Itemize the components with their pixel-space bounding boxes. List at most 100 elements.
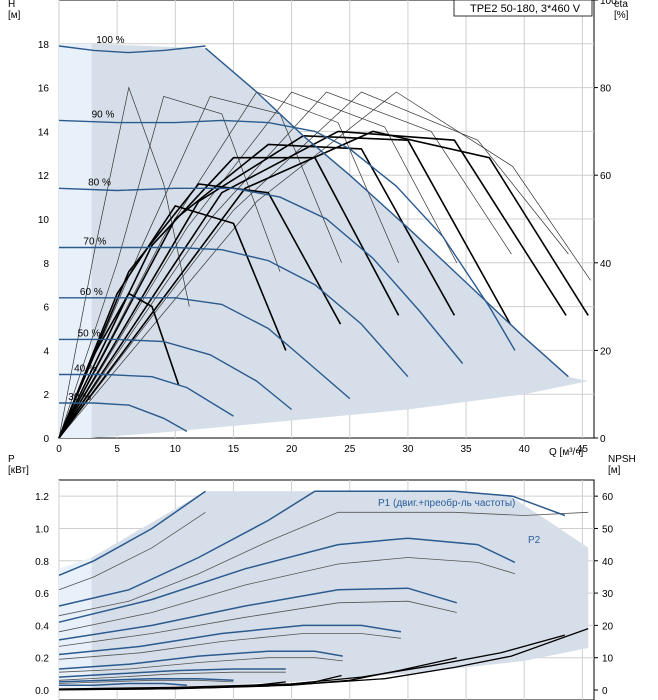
power-chart: 0.0 0.2 0.4 0.6 0.8 1.0 1.2 0 10 20 30 40 50 60 P [кВ…	[8, 454, 636, 700]
x-tick-label: 10	[170, 444, 182, 455]
max-speed-boundary	[205, 47, 569, 378]
speed-curve	[59, 246, 409, 378]
p-tick-label: 0.4	[35, 621, 49, 632]
npsh-tick-label: 10	[602, 654, 614, 665]
eta-curve	[58, 130, 589, 439]
x-tick-label: 0	[56, 444, 62, 455]
eta-curve-thin	[58, 91, 512, 439]
speed-label: 80 %	[88, 177, 111, 188]
p-tick-label: 1.2	[35, 492, 49, 503]
speed-label: 50 %	[78, 328, 101, 339]
p-y-label: P [кВт]	[8, 454, 29, 476]
npsh-curve	[58, 681, 286, 691]
p1-curve	[58, 587, 458, 641]
p2-curve	[58, 671, 286, 681]
p2-annotation: P2	[528, 535, 541, 546]
p2-curve	[58, 657, 343, 673]
p-tick-label: 0.2	[35, 654, 49, 665]
title-box	[453, 0, 593, 17]
y2-tick-label: 80	[600, 84, 612, 95]
y-tick-label: 6	[43, 303, 49, 314]
y-tick-label: 0	[43, 434, 49, 445]
speed-label: 90 %	[92, 109, 115, 120]
y2-tick-label: 60	[600, 171, 612, 182]
y2-tick-label: 0	[600, 434, 606, 445]
speed-label: 40 %	[74, 363, 97, 374]
eta-curve	[58, 183, 342, 439]
x-tick-label: 35	[461, 444, 473, 455]
y-tick-label: 10	[38, 215, 50, 226]
power-operating-area	[59, 491, 589, 690]
q-axis-label: Q [м³/ч]	[549, 447, 584, 458]
speed-labels: 100 % 90 % 80 % 70 % 60 % 50 % 40 % 30 %	[68, 35, 124, 403]
speed-label: 70 %	[83, 236, 106, 247]
y-tick-label: 4	[43, 346, 49, 357]
eta-curves	[58, 130, 589, 439]
eta-curve-thin	[58, 91, 569, 439]
eta-curve	[58, 204, 287, 439]
p2-curve	[58, 600, 457, 647]
eta-curve	[58, 156, 400, 439]
x-tick-label: 5	[114, 444, 120, 455]
chart-title: TPE2 50-180, 3*460 V	[470, 3, 581, 15]
speed-curve	[58, 119, 516, 351]
speed-curves	[58, 45, 569, 433]
eta-curve	[58, 130, 567, 439]
p1-curve	[58, 624, 402, 656]
y2-tick-labels: 0 20 40 60 80 100	[594, 0, 617, 445]
y-tick-label: 18	[38, 40, 50, 51]
x-tick-label: 20	[286, 444, 298, 455]
eta-y-label: eta [%]	[614, 0, 629, 21]
y-tick-label: 14	[38, 127, 50, 138]
x-tick-label: 40	[519, 444, 531, 455]
speed-curve	[58, 45, 206, 54]
speed-label: 100 %	[96, 35, 124, 46]
p-tick-label: 1.0	[35, 524, 49, 535]
y-tick-label: 8	[43, 259, 49, 270]
npsh-tick-labels: 0 10 20 30 40 50 60	[594, 492, 614, 697]
npsh-curve	[58, 634, 566, 690]
speed-label: 60 %	[80, 287, 103, 298]
x-tick-label: 25	[344, 444, 356, 455]
p2-curve	[58, 511, 206, 591]
p2-curve	[58, 557, 516, 633]
operating-area-left-band	[59, 557, 92, 690]
operating-area	[91, 43, 589, 439]
y-tick-labels: 0 2 4 6 8 10 12 14 16 18	[38, 40, 50, 445]
speed-curve	[58, 187, 464, 364]
npsh-y-label: NPSH [м]	[608, 454, 636, 476]
y2-tick-label: 20	[600, 346, 612, 357]
p-tick-label: 0.0	[35, 686, 49, 697]
x-tick-label: 15	[228, 444, 240, 455]
p2-curve	[58, 633, 401, 660]
x-tick-label: 30	[402, 444, 414, 455]
head-chart: 100 % 90 % 80 % 70 % 60 % 50 % 40 % 30 % 0 5 10 15…	[8, 0, 629, 458]
p1-curve	[58, 490, 206, 576]
y-tick-label: 2	[43, 390, 49, 401]
p2-curves	[58, 511, 589, 684]
y-tick-label: 16	[38, 84, 50, 95]
speed-curve	[59, 338, 293, 411]
eta-curve-thin	[58, 91, 591, 439]
y2-tick-label: 100	[600, 0, 617, 7]
y-tick-label: 12	[38, 171, 50, 182]
p1-curves	[58, 490, 566, 686]
p1-curve	[58, 490, 566, 607]
p1-curve	[58, 537, 516, 623]
p1-curve	[58, 677, 234, 683]
speed-curve	[59, 373, 234, 417]
p-tick-label: 0.8	[35, 557, 49, 568]
speed-curve	[59, 402, 188, 433]
npsh-curves	[58, 627, 589, 691]
head-operating-area	[59, 43, 589, 439]
speed-label: 30 %	[68, 392, 91, 403]
npsh-tick-label: 60	[602, 492, 614, 503]
x-tick-label: 45	[577, 444, 589, 455]
p1-annotation: P1 (двиг.+преобр-ль частоты)	[378, 497, 515, 509]
npsh-tick-label: 40	[602, 557, 614, 568]
npsh-tick-label: 0	[602, 686, 608, 697]
x-tick-labels: 0 5 10 15 20 25 30 35 40 45	[56, 444, 588, 455]
head-y-label: H [м]	[8, 0, 21, 21]
p1-curve	[58, 668, 286, 678]
